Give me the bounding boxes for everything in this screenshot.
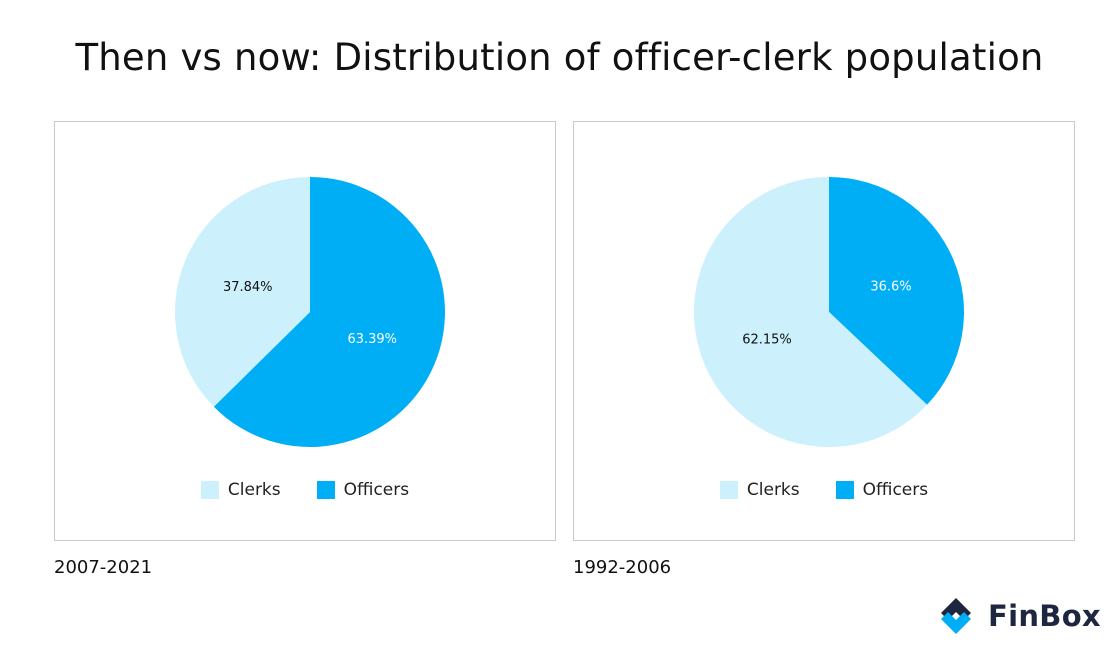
pie-chart-right: 36.6% 62.15%	[694, 177, 964, 447]
title-prefix: Then vs now:	[75, 36, 322, 79]
legend-label-clerks: Clerks	[746, 480, 800, 500]
pie-label-clerks: 37.84%	[223, 280, 273, 295]
period-label-right: 1992-2006	[573, 557, 672, 578]
period-label-left: 2007-2021	[54, 557, 153, 578]
pie-chart-panel-left: 63.39% 37.84% Clerks Officers	[54, 121, 556, 541]
pie-slice-officers	[213, 177, 445, 448]
pie-slice-officers	[829, 177, 964, 405]
title-highlight-text: Distribution of officer-clerk population	[333, 36, 1044, 79]
pie-chart-left: 63.39% 37.84%	[175, 177, 445, 448]
legend-item-clerks: Clerks	[719, 480, 800, 500]
legend-left: Clerks Officers	[55, 480, 555, 500]
finbox-logo-text: FinBox	[988, 599, 1101, 633]
legend-item-clerks: Clerks	[200, 480, 281, 500]
title-wrapper: Then vs now: Distribution of officer-cle…	[0, 36, 1119, 79]
legend-label-officers: Officers	[862, 480, 929, 500]
legend-swatch-clerks	[200, 481, 219, 499]
finbox-logo: FinBox	[936, 596, 1101, 636]
legend-item-officers: Officers	[316, 480, 410, 500]
pie-label-officers: 63.39%	[347, 332, 397, 347]
legend-label-clerks: Clerks	[227, 480, 281, 500]
page-title: Then vs now: Distribution of officer-cle…	[75, 36, 1043, 79]
pie-slice-clerks	[175, 177, 310, 407]
pie-label-officers: 36.6%	[870, 279, 911, 294]
finbox-logo-icon	[941, 598, 971, 634]
legend-right: Clerks Officers	[574, 480, 1074, 500]
legend-swatch-clerks	[719, 481, 738, 499]
legend-swatch-officers	[835, 481, 854, 499]
legend-label-officers: Officers	[343, 480, 410, 500]
pie-label-clerks: 62.15%	[742, 333, 792, 348]
title-highlight: Distribution of officer-clerk population	[334, 36, 1044, 79]
pie-chart-panel-right: 36.6% 62.15% Clerks Officers	[573, 121, 1075, 541]
legend-item-officers: Officers	[835, 480, 929, 500]
legend-swatch-officers	[316, 481, 335, 499]
pie-slice-clerks	[694, 177, 928, 447]
